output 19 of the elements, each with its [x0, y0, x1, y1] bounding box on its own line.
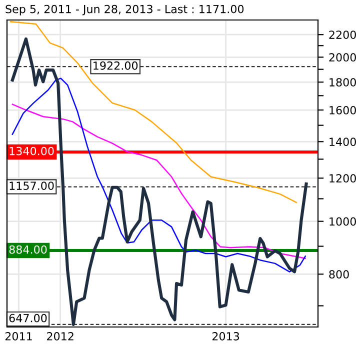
y-tick-label: 1800 [330, 78, 356, 87]
x-tick-label: 2012 [47, 332, 74, 340]
y-tick-label: 1400 [330, 138, 356, 146]
y-tick-label: 1600 [330, 106, 356, 114]
ref-line-label: 1922.00 [94, 61, 138, 70]
chart-title: Sep 5, 2011 - Jun 28, 2013 - Last : 1171.00 [6, 4, 244, 16]
ref-line-label: 1340.00 [10, 146, 54, 156]
y-tick-label: 2000 [329, 53, 356, 62]
ref-line-label: 647.00 [9, 314, 47, 322]
x-tick-label: 2011 [5, 332, 32, 340]
y-tick-label: 2200 [329, 30, 356, 39]
line-series [10, 37, 308, 326]
x-tick-label: 2013 [212, 332, 240, 340]
ref-line-label: 1157.00 [10, 182, 54, 190]
y-tick-label: 1000 [330, 217, 356, 226]
line-series [10, 21, 297, 204]
ref-line-label: 884.00 [9, 245, 47, 254]
y-tick-label: 1200 [330, 174, 356, 183]
y-tick-label: 800 [329, 270, 349, 279]
